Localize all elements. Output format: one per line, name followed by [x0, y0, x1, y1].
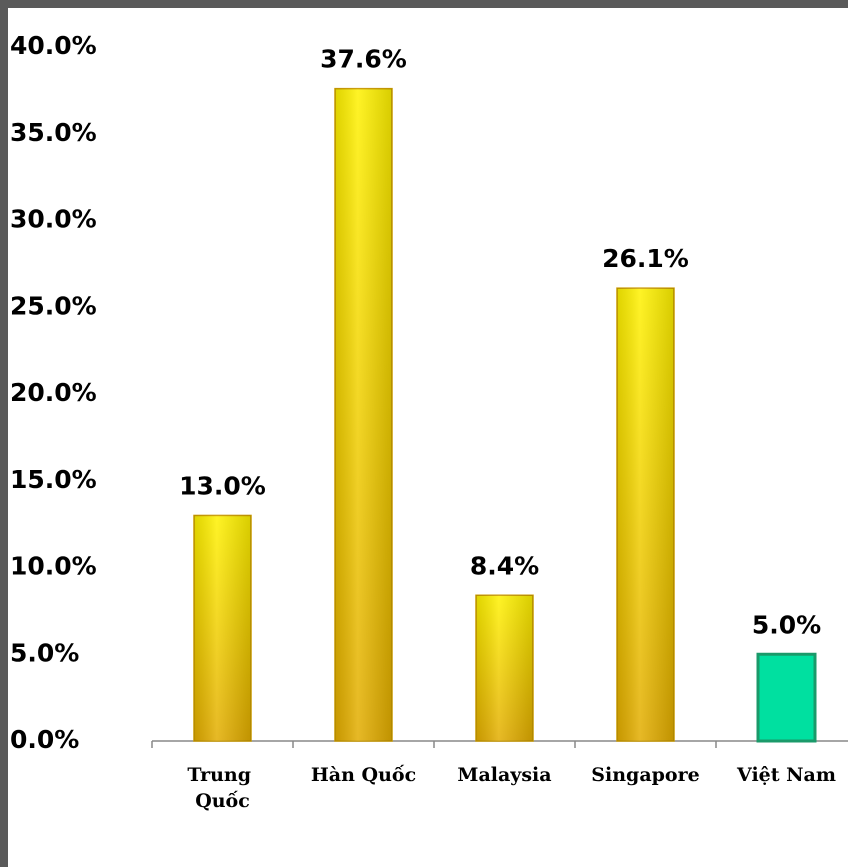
data-label: 8.4%: [470, 551, 539, 580]
y-tick-label: 5.0%: [10, 638, 79, 667]
y-tick-label: 40.0%: [10, 31, 97, 60]
data-label: 5.0%: [752, 610, 821, 639]
y-tick-label: 25.0%: [10, 291, 97, 320]
data-label: 26.1%: [602, 244, 689, 273]
x-tick-label: Trung Quốc: [187, 764, 257, 812]
bar-shade: [476, 595, 533, 741]
y-tick-label: 20.0%: [10, 378, 97, 407]
plot-background: [8, 8, 848, 867]
x-tick-label: Việt Nam: [736, 764, 836, 786]
bar-shade: [617, 288, 674, 741]
y-tick-label: 0.0%: [10, 725, 79, 754]
bar-shade: [194, 515, 251, 741]
bar-shade: [335, 88, 392, 741]
y-tick-label: 35.0%: [10, 118, 97, 147]
data-label: 13.0%: [179, 471, 266, 500]
y-tick-label: 15.0%: [10, 465, 97, 494]
y-tick-label: 10.0%: [10, 552, 97, 581]
y-tick-label: 30.0%: [10, 205, 97, 234]
x-tick-label: Hàn Quốc: [311, 764, 416, 786]
data-label: 37.6%: [320, 45, 407, 74]
x-tick-label: Singapore: [591, 764, 699, 786]
bar: [756, 652, 817, 743]
x-tick-label: Malaysia: [457, 764, 551, 786]
